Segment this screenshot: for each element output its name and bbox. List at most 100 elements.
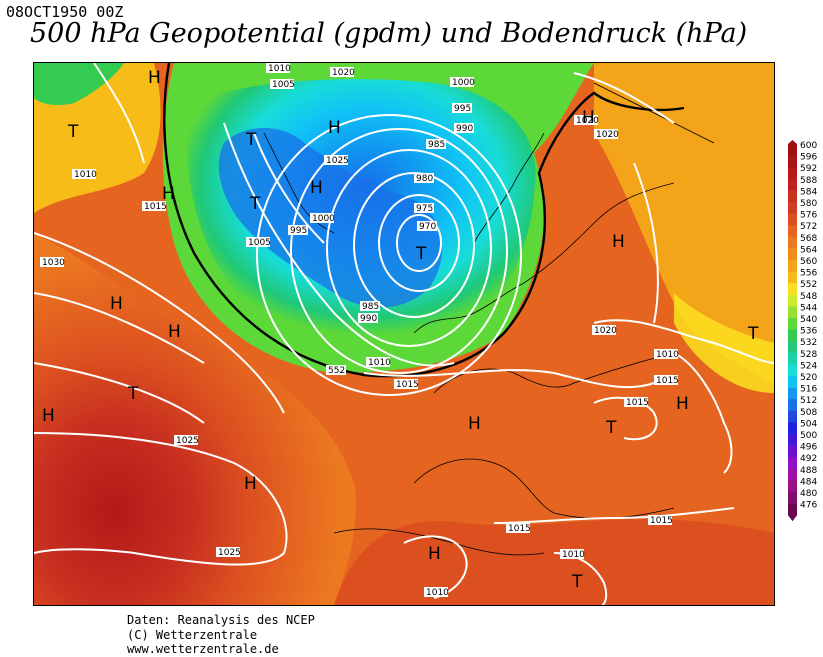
legend-swatch [788,434,797,446]
legend-swatch [788,190,797,203]
legend-label: 496 [800,443,817,453]
isobar-label: 1015 [144,202,167,212]
legend-label: 476 [800,501,817,511]
legend-swatch [788,260,797,272]
high-center-label: H [676,394,689,414]
isobar-label: 990 [456,124,473,134]
credits-line-data: Daten: Reanalysis des NCEP [127,613,315,627]
legend-label: 596 [800,153,817,163]
isobar-label: 1015 [656,376,679,386]
legend-swatch [788,294,797,307]
isobar-label: 985 [428,140,445,150]
legend-swatch [788,376,797,388]
legend-swatch [788,341,797,354]
high-center-label: H [428,544,441,564]
low-center-label: T [67,122,79,142]
legend-label: 512 [800,396,817,406]
high-center-label: H [244,474,257,494]
datestamp: 08OCT1950 00Z [6,3,124,21]
high-center-label: H [148,68,161,88]
legend-swatch [788,248,797,261]
legend-swatch [788,492,797,504]
credits: Daten: Reanalysis des NCEP (C) Wetterzen… [127,613,315,657]
legend-swatch [788,422,797,435]
legend-label: 500 [800,431,817,441]
legend-label: 568 [800,234,817,244]
low-center-label: T [415,244,427,264]
high-center-label: H [110,294,123,314]
high-center-label: H [168,322,181,342]
isobar-label: 970 [419,222,436,232]
isobar-label: 1020 [596,130,619,140]
isobar-label: 1025 [326,156,349,166]
isobar-label: 1020 [332,68,355,78]
isobar-label: 1005 [272,80,295,90]
legend-label: 536 [800,327,817,337]
legend-label: 492 [800,454,817,464]
isobar-label: 980 [416,174,433,184]
high-center-label: H [468,414,481,434]
isobar-label: 1000 [312,214,335,224]
low-center-label: T [571,572,583,592]
low-center-label: T [245,130,257,150]
legend-label: 524 [800,361,817,371]
credits-line-copyright: (C) Wetterzentrale [127,627,258,642]
isobar-label: 1015 [626,398,649,408]
legend-swatch [788,236,797,249]
legend-label: 528 [800,350,817,360]
field-south [334,519,774,605]
high-center-label: H [328,118,341,138]
legend-label: 592 [800,164,817,174]
legend-top-arrow [788,140,797,144]
isobar-label: 1010 [368,358,391,368]
legend-swatch [788,329,797,342]
isobar-label: 1020 [576,116,599,126]
legend-swatch [788,271,797,284]
low-center-label: T [747,324,759,344]
isobar-label: 990 [360,314,377,324]
legend-label: 572 [800,222,817,232]
legend-swatch [788,468,797,481]
legend-bottom-arrow [788,515,797,522]
legend-label: 488 [800,466,817,476]
legend-swatch [788,144,797,156]
legend-swatch [788,167,797,180]
legend-label: 508 [800,408,817,418]
isobar-label: 1025 [218,548,241,558]
legend-swatch [788,480,797,493]
isobar-labels: 1010 1005 1020 1000 995 990 985 980 975 … [40,63,679,598]
legend-swatch [788,155,797,168]
field-south-west [34,233,357,605]
legend-swatch [788,178,797,191]
legend-swatch [788,445,797,458]
isobar-label: 1025 [176,436,199,446]
isobar-label: 995 [290,226,307,236]
legend-label: 504 [800,419,817,429]
legend-label: 576 [800,211,817,221]
legend-swatch [788,399,797,412]
legend-label: 560 [800,257,817,267]
legend-label: 544 [800,303,817,313]
legend-label: 516 [800,385,817,395]
legend-label: 540 [800,315,817,325]
legend-swatch [788,283,797,296]
legend-label: 480 [800,489,817,499]
legend-label: 600 [800,141,817,151]
contour-552 [163,63,685,378]
isobar-label: 1030 [42,258,65,268]
isobar-label: 1015 [650,516,673,526]
legend-swatch [788,410,797,423]
legend-swatch [788,213,797,226]
isobar-label: 995 [454,104,471,114]
legend-swatch [788,352,797,365]
low-center-label: T [605,418,617,438]
pressure-centers: H T H H H T H T H T T H H H T H T H H T … [42,68,759,592]
legend-label: 532 [800,338,817,348]
legend-label: 520 [800,373,817,383]
isobar-label: 1010 [656,350,679,360]
high-center-label: H [582,108,595,128]
legend-swatch [788,306,797,319]
field-east-pale [674,293,774,393]
high-center-label: H [310,178,323,198]
low-center-label: T [249,194,261,214]
